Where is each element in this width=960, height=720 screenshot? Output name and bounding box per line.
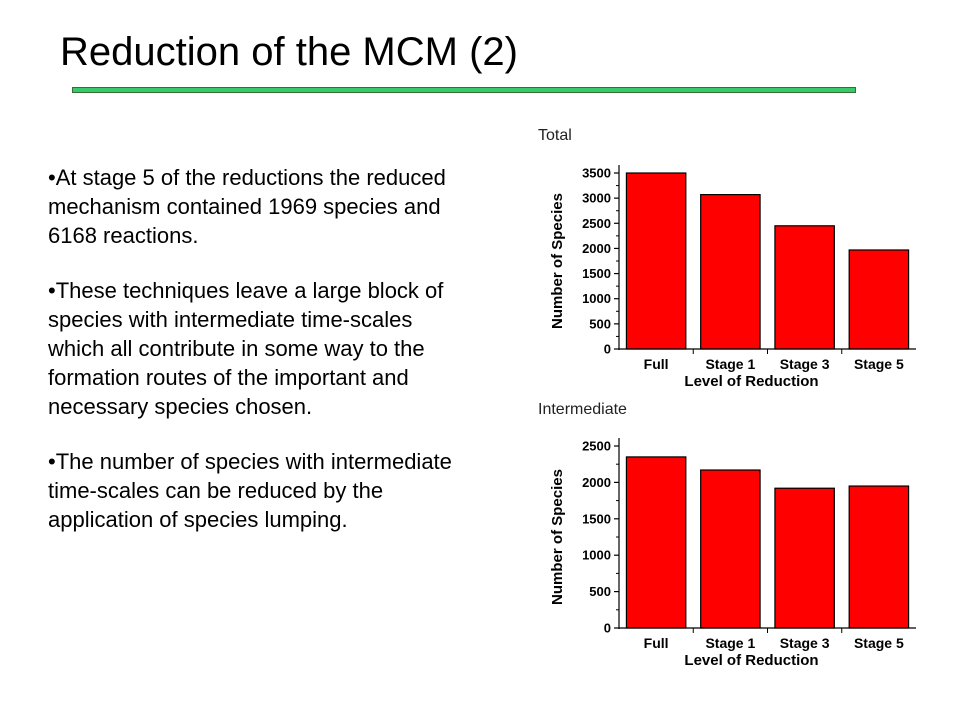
x-axis-title: Level of Reduction: [684, 373, 818, 390]
bullet-item: •The number of species with intermediate…: [48, 449, 452, 532]
y-tick-label: 3000: [582, 191, 611, 206]
chart-intermediate-label: Intermediate: [538, 401, 627, 418]
bar: [700, 194, 761, 350]
x-tick-label: Stage 5: [854, 635, 904, 651]
title-underline: [72, 87, 856, 93]
y-axis-title: Number of Species: [549, 469, 566, 605]
y-tick-label: 0: [604, 621, 611, 636]
y-tick-label: 2500: [582, 216, 611, 231]
bar: [774, 487, 835, 629]
bar: [774, 225, 835, 350]
bar: [625, 456, 687, 629]
x-axis-title: Level of Reduction: [684, 652, 818, 669]
y-tick-label: 2000: [582, 475, 611, 490]
x-tick-label: Stage 1: [705, 356, 755, 372]
y-tick-label: 2500: [582, 439, 611, 454]
y-tick-label: 3500: [582, 166, 611, 181]
bar: [848, 485, 910, 629]
chart-intermediate: 0 500 1000 1500 2000 2500 Full Stage 1 Stage 3 St…: [549, 438, 916, 669]
chart-total-label: Total: [538, 127, 572, 144]
y-axis-title: Number of Species: [549, 193, 566, 329]
y-tick-label: 1000: [582, 291, 611, 306]
chart-total: 0 500 1000 1500 2000 2500 3000 3500 Full Stage 1 S…: [549, 165, 916, 390]
y-tick-label: 500: [589, 316, 611, 331]
bar: [700, 469, 761, 629]
y-tick-label: 500: [589, 584, 611, 599]
x-tick-label: Stage 5: [854, 356, 904, 372]
x-tick-label: Stage 1: [705, 635, 755, 651]
bar: [625, 172, 687, 350]
x-tick-label: Full: [644, 356, 669, 372]
slide-title: Reduction of the MCM (2): [60, 30, 518, 74]
x-tick-label: Full: [644, 635, 669, 651]
x-tick-label: Stage 3: [780, 635, 830, 651]
bar: [848, 249, 910, 350]
y-tick-label: 1500: [582, 511, 611, 526]
y-tick-label: 1000: [582, 548, 611, 563]
y-tick-label: 0: [604, 342, 611, 357]
x-tick-label: Stage 3: [780, 356, 830, 372]
bullet-list: •At stage 5 of the reductions the reduce…: [48, 163, 468, 560]
y-tick-label: 1500: [582, 266, 611, 281]
y-tick-label: 2000: [582, 241, 611, 256]
bullet-item: •At stage 5 of the reductions the reduce…: [48, 165, 446, 248]
bullet-item: •These techniques leave a large block of…: [48, 278, 444, 419]
